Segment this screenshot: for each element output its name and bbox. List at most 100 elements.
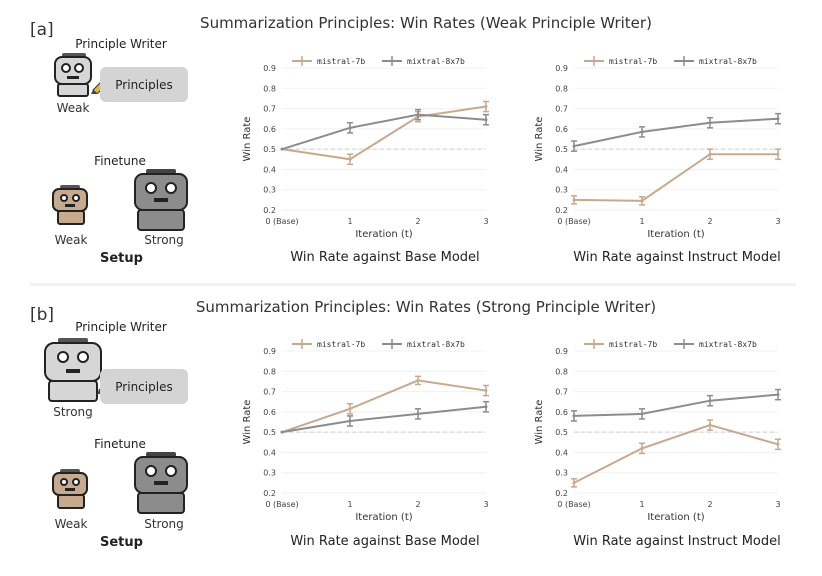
y-tick-label: 0.4: [555, 448, 568, 457]
x-axis-label: Iteration (t): [647, 229, 704, 240]
finetune-label-b: Finetune: [94, 437, 146, 451]
data-point: [640, 130, 644, 134]
legend-label: mixtral-8x7b: [407, 57, 465, 66]
weak-robot-icon-a: [52, 185, 88, 225]
weak-caption-a: Weak: [54, 233, 88, 247]
chart-b-base: 0.2 0.3 0.4 0.5 0.6 0.7 0.8 0.9 0 (Base) 1 2 3 Itera…: [242, 339, 489, 523]
data-point: [416, 378, 420, 382]
data-point: [484, 105, 488, 109]
y-tick-label: 0.5: [263, 145, 276, 154]
x-tick-label: 0 (Base): [265, 500, 298, 509]
y-tick-label: 0.9: [263, 64, 276, 73]
series-line-mistral-7b: [573, 423, 779, 484]
y-tick-label: 0.8: [263, 367, 276, 376]
x-tick-label: 0 (Base): [557, 500, 590, 509]
x-tick-label: 1: [347, 500, 352, 509]
y-tick-label: 0.3: [263, 186, 276, 195]
series-line-mixtral-8x7b: [573, 117, 779, 148]
y-tick-label: 0.2: [555, 206, 568, 215]
x-tick-label: 3: [483, 217, 488, 226]
x-tick-label: 2: [707, 500, 712, 509]
y-tick-label: 0.7: [555, 105, 568, 114]
y-tick-label: 0.6: [263, 408, 276, 417]
x-tick-label: 1: [639, 500, 644, 509]
strong-robot-icon-b: [134, 452, 188, 514]
x-axis-label: Iteration (t): [647, 512, 704, 523]
series-line-mixtral-8x7b: [281, 113, 487, 151]
y-tick-label: 0.9: [555, 347, 568, 356]
data-point: [572, 198, 576, 202]
x-axis-label: Iteration (t): [355, 229, 412, 240]
y-tick-label: 0.8: [263, 84, 276, 93]
data-point: [776, 393, 780, 397]
principle-writer-label-b: Principle Writer: [75, 320, 167, 334]
panel-title-a: Summarization Principles: Win Rates (Wea…: [200, 14, 652, 32]
y-tick-label: 0.8: [555, 367, 568, 376]
y-tick-label: 0.7: [263, 388, 276, 397]
legend-label: mixtral-8x7b: [407, 340, 465, 349]
y-tick-label: 0.2: [263, 489, 276, 498]
y-tick-label: 0.2: [555, 489, 568, 498]
data-point: [640, 412, 644, 416]
writer-robot-icon-b: [44, 338, 102, 402]
panel-title-b: Summarization Principles: Win Rates (Str…: [195, 298, 657, 316]
data-point: [776, 117, 780, 121]
x-tick-label: 1: [639, 217, 644, 226]
data-point: [348, 419, 352, 423]
data-point: [484, 118, 488, 122]
legend-label: mixtral-8x7b: [699, 340, 757, 349]
chart-a-base: 0.2 0.3 0.4 0.5 0.6 0.7 0.8 0.9 0 (Base) 1 2 3 Itera…: [242, 56, 489, 240]
data-point: [416, 113, 420, 117]
setup-footer-b: Setup: [100, 535, 143, 550]
x-tick-label: 2: [415, 500, 420, 509]
y-tick-label: 0.7: [263, 105, 276, 114]
chart-b-instruct: 0.2 0.3 0.4 0.5 0.6 0.7 0.8 0.9 0 (Base) 1 2 3 Itera…: [534, 339, 781, 523]
x-tick-label: 0 (Base): [265, 217, 298, 226]
writer-robot-icon-a: [54, 53, 92, 97]
data-point: [572, 414, 576, 418]
data-point: [416, 412, 420, 416]
y-axis-label: Win Rate: [534, 117, 545, 162]
data-point: [640, 199, 644, 203]
chart-a-instruct: 0.2 0.3 0.4 0.5 0.6 0.7 0.8 0.9 0 (Base) 1 2 3 Itera…: [534, 56, 781, 240]
legend-label: mistral-7b: [317, 57, 365, 66]
writer-caption-a: Weak: [56, 101, 90, 115]
y-tick-label: 0.7: [555, 388, 568, 397]
data-point: [348, 407, 352, 411]
legend-label: mistral-7b: [317, 340, 365, 349]
data-point: [348, 126, 352, 130]
chart-caption-b-instruct: Win Rate against Instruct Model: [573, 534, 781, 549]
panel-tag-a: [a]: [30, 20, 54, 40]
x-tick-label: 3: [775, 500, 780, 509]
x-tick-label: 2: [707, 217, 712, 226]
principles-box-b: Principles: [100, 369, 188, 404]
y-tick-label: 0.6: [555, 125, 568, 134]
y-tick-label: 0.9: [263, 347, 276, 356]
data-point: [572, 144, 576, 148]
legend-label: mixtral-8x7b: [699, 57, 757, 66]
x-axis-label: Iteration (t): [355, 512, 412, 523]
data-point: [776, 442, 780, 446]
y-tick-label: 0.6: [555, 408, 568, 417]
y-axis-label: Win Rate: [242, 400, 253, 445]
finetune-label-a: Finetune: [94, 154, 146, 168]
y-tick-label: 0.4: [555, 165, 568, 174]
principles-box-a: Principles: [100, 67, 188, 102]
strong-caption-a: Strong: [144, 233, 184, 247]
y-tick-label: 0.4: [263, 165, 276, 174]
y-axis-label: Win Rate: [534, 400, 545, 445]
data-point: [708, 152, 712, 156]
y-tick-label: 0.5: [555, 145, 568, 154]
x-tick-label: 1: [347, 217, 352, 226]
x-tick-label: 2: [415, 217, 420, 226]
strong-caption-b: Strong: [144, 517, 184, 531]
y-tick-label: 0.2: [263, 206, 276, 215]
series-line-mistral-7b: [281, 105, 487, 161]
data-point: [708, 399, 712, 403]
x-tick-label: 3: [775, 217, 780, 226]
data-point: [280, 430, 284, 434]
y-tick-label: 0.6: [263, 125, 276, 134]
y-tick-label: 0.5: [555, 428, 568, 437]
data-point: [348, 157, 352, 161]
series-line-mistral-7b: [281, 379, 487, 434]
